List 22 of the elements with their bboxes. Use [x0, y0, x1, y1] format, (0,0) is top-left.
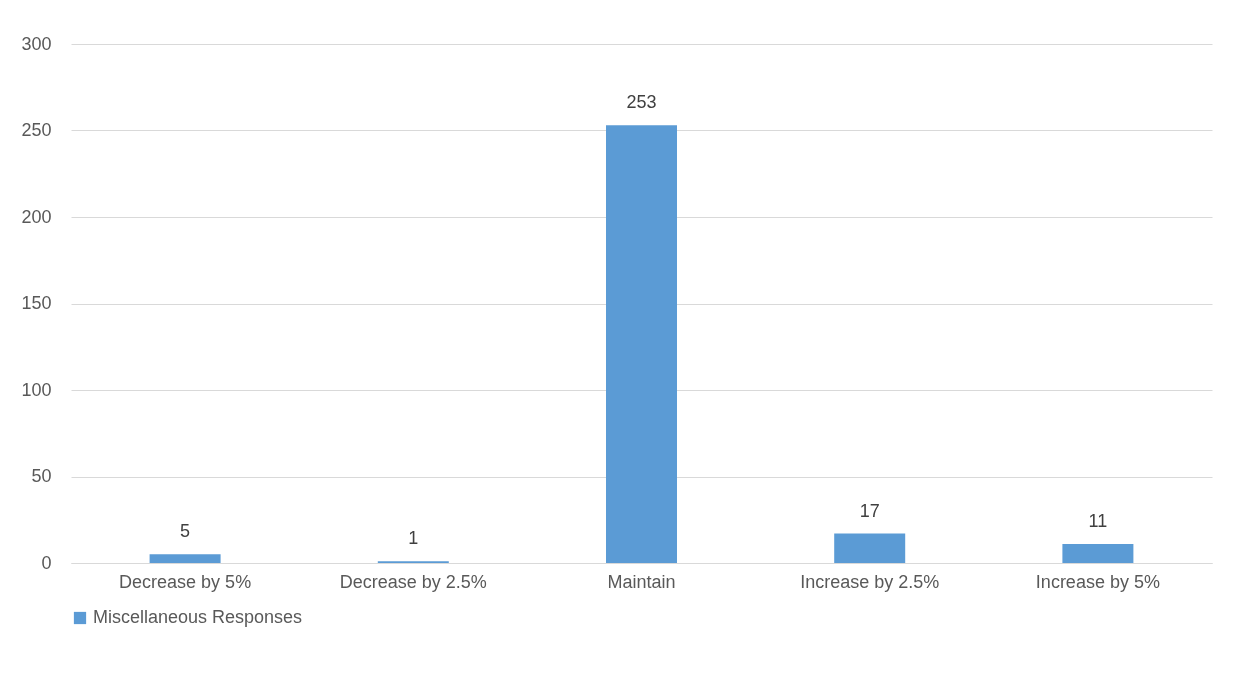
x-tick-label: Increase by 5%: [1035, 571, 1160, 592]
bar: [1062, 543, 1134, 563]
x-tick-label: Increase by 2.5%: [800, 571, 940, 592]
x-tick-label: Decrease by 5%: [119, 571, 252, 592]
y-tick-label: 300: [21, 33, 52, 54]
legend-label: Miscellaneous Responses: [93, 607, 303, 627]
y-tick-label: 100: [21, 379, 52, 400]
data-label: 11: [1088, 510, 1108, 531]
y-tick-label: 50: [31, 466, 52, 486]
bar: [606, 125, 677, 563]
y-tick-label: 150: [21, 293, 52, 313]
x-tick-label: Maintain: [607, 571, 676, 592]
data-label: 17: [859, 500, 880, 521]
bar: [834, 533, 906, 563]
bar: [149, 554, 221, 563]
y-tick-label: 200: [21, 206, 52, 227]
y-tick-label: 0: [41, 552, 52, 573]
data-label: 1: [408, 528, 419, 549]
x-tick-label: Decrease by 2.5%: [339, 571, 487, 592]
data-label: 253: [626, 92, 657, 113]
data-label: 5: [180, 521, 191, 542]
y-tick-label: 250: [21, 120, 52, 140]
